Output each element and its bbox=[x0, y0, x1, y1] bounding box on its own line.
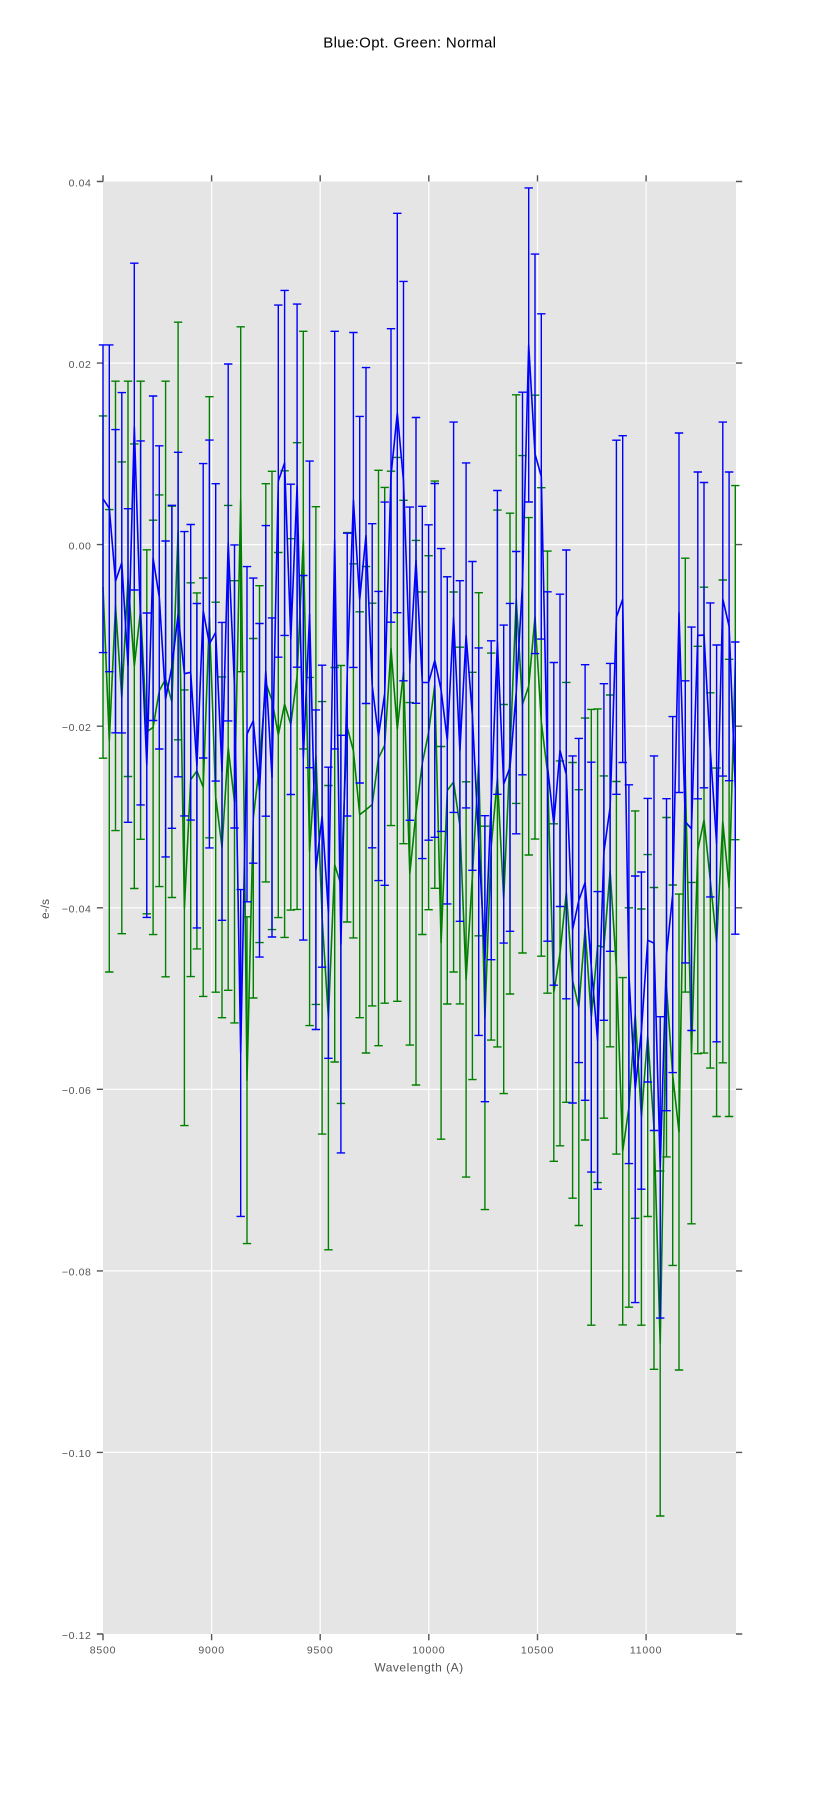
svg-text:Wavelength (A): Wavelength (A) bbox=[374, 1661, 463, 1675]
svg-text:0.00: 0.00 bbox=[69, 540, 92, 552]
svg-text:0.02: 0.02 bbox=[69, 359, 92, 371]
svg-text:−0.08: −0.08 bbox=[62, 1267, 92, 1279]
svg-text:11000: 11000 bbox=[630, 1645, 662, 1657]
svg-text:−0.10: −0.10 bbox=[62, 1448, 92, 1460]
svg-text:0.04: 0.04 bbox=[69, 177, 92, 189]
svg-text:10000: 10000 bbox=[412, 1645, 445, 1657]
svg-text:−0.12: −0.12 bbox=[62, 1630, 92, 1642]
svg-text:−0.04: −0.04 bbox=[62, 904, 92, 916]
svg-text:−0.06: −0.06 bbox=[62, 1085, 92, 1097]
svg-text:−0.02: −0.02 bbox=[62, 722, 92, 734]
svg-text:Blue:Opt. Green: Normal: Blue:Opt. Green: Normal bbox=[323, 34, 496, 51]
svg-text:9000: 9000 bbox=[198, 1645, 225, 1657]
svg-text:10500: 10500 bbox=[521, 1645, 554, 1657]
svg-text:e-/s: e-/s bbox=[38, 899, 52, 919]
svg-text:9500: 9500 bbox=[307, 1645, 334, 1657]
svg-text:8500: 8500 bbox=[90, 1645, 117, 1657]
